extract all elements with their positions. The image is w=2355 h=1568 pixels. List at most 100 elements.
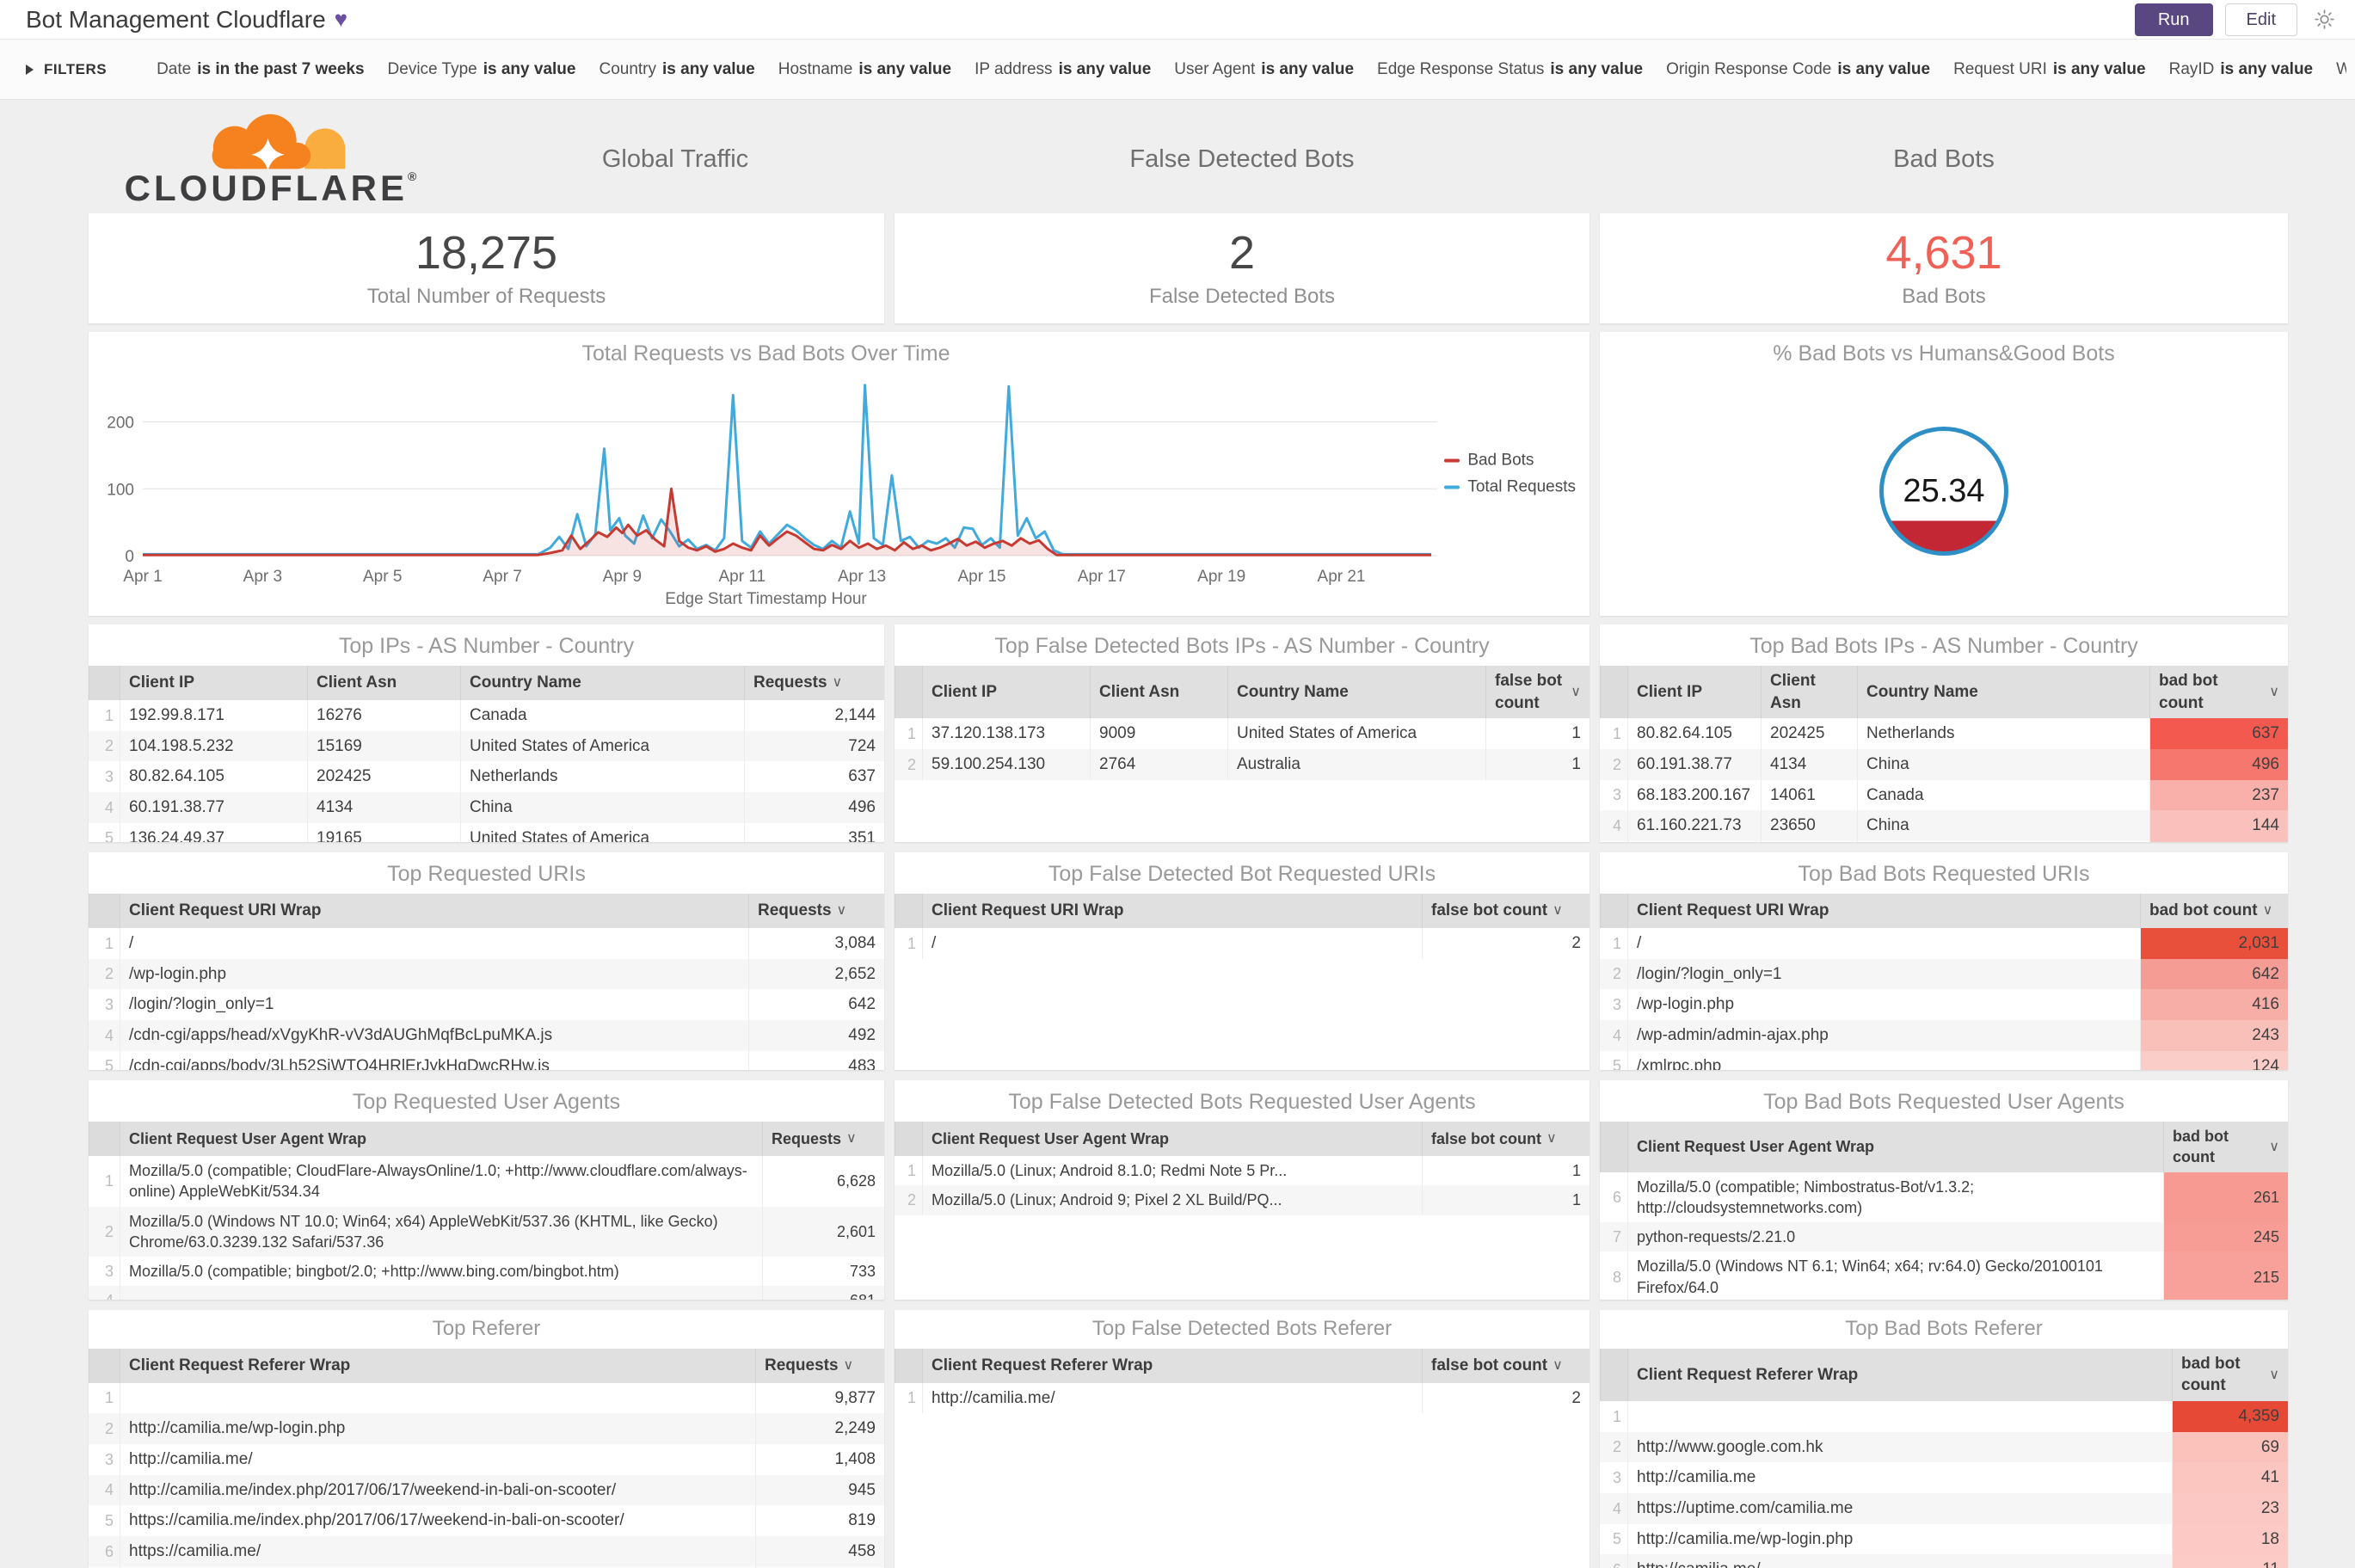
table-cell[interactable]: 4134 — [307, 791, 460, 823]
table-cell[interactable]: 261 — [2163, 1171, 2288, 1223]
column-header[interactable]: Client IP — [922, 666, 1090, 719]
table-cell[interactable]: http://camilia.me — [1627, 1462, 2172, 1493]
sort-caret-icon[interactable]: ∨ — [1571, 684, 1581, 699]
table-cell[interactable]: /wp-login.php — [120, 958, 748, 990]
table-cell[interactable]: http://camilia.me/index.php/2017/06/17/w… — [120, 1474, 755, 1506]
table-cell[interactable]: 23 — [2172, 1493, 2288, 1524]
table-cell[interactable]: 2,601 — [762, 1206, 884, 1257]
table-cell[interactable] — [1761, 840, 1857, 842]
table-cell[interactable]: China — [1857, 810, 2149, 841]
table-cell[interactable]: Mozilla/5.0 (Windows NT 10.0; Win64; x64… — [120, 1206, 762, 1257]
table-cell[interactable]: python-requests/2.21.0 — [1627, 1222, 2163, 1252]
filters-label[interactable]: FILTERS — [44, 60, 108, 77]
column-header[interactable]: bad bot count ∨ — [2149, 666, 2288, 719]
run-button[interactable]: Run — [2134, 3, 2213, 36]
filter-chip[interactable]: Request URI is any value — [1953, 60, 2146, 79]
column-header[interactable]: false bot count ∨ — [1422, 894, 1589, 928]
table-cell[interactable]: 724 — [744, 730, 884, 762]
table-cell[interactable]: 351 — [744, 822, 884, 842]
column-header[interactable]: Country Name — [1227, 666, 1485, 719]
column-header[interactable]: bad bot count ∨ — [2163, 1122, 2288, 1172]
column-header[interactable]: Client Request URI Wrap — [922, 894, 1422, 928]
filter-chip[interactable]: Device Type is any value — [388, 60, 576, 79]
sort-caret-icon[interactable]: ∨ — [843, 1358, 854, 1373]
table-cell[interactable]: 23650 — [1761, 810, 1857, 841]
table-cell[interactable]: 642 — [2140, 958, 2288, 990]
table-cell[interactable]: 2764 — [1090, 748, 1227, 780]
table-cell[interactable]: 1 — [1485, 718, 1589, 749]
column-header[interactable]: Client Request Referer Wrap — [1627, 1348, 2172, 1402]
table-cell[interactable]: 69 — [2172, 1431, 2288, 1463]
table-cell[interactable]: /wp-login.php — [1627, 989, 2140, 1020]
table-cell[interactable]: 41 — [2172, 1462, 2288, 1493]
table-cell[interactable]: 2,249 — [755, 1413, 884, 1445]
table-cell[interactable]: 15169 — [307, 730, 460, 762]
table-cell[interactable]: /cdn-cgi/apps/head/xVgyKhR-vV3dAUGhMqfBc… — [120, 1019, 748, 1051]
column-header[interactable]: bad bot count ∨ — [2140, 894, 2288, 928]
table-cell[interactable]: 80.82.64.105 — [1627, 718, 1761, 749]
column-header[interactable]: Client Request URI Wrap — [120, 894, 748, 928]
table-cell[interactable]: https://uptime.com/camilia.me — [1627, 1493, 2172, 1524]
timeseries-plot[interactable]: 0 100 200 Apr 1 Apr 3 Apr 5 Apr 7 Apr 9 Apr 11 Ap… — [95, 366, 1450, 592]
table-cell[interactable]: 637 — [744, 761, 884, 792]
sort-caret-icon[interactable]: ∨ — [1546, 1131, 1557, 1147]
column-header[interactable]: Requests ∨ — [762, 1122, 884, 1156]
filter-chip[interactable]: User Agent is any value — [1174, 60, 1354, 79]
table-cell[interactable]: 642 — [748, 989, 884, 1020]
table-cell[interactable]: /wp-admin/admin-ajax.php — [1627, 1019, 2140, 1051]
table-cell[interactable]: http://camilia.me/ — [1627, 1554, 2172, 1568]
kpi-bad-bots[interactable]: 4,631 Bad Bots — [1600, 213, 2288, 323]
column-header[interactable]: Requests ∨ — [755, 1348, 884, 1383]
table-cell[interactable]: 496 — [744, 791, 884, 823]
sort-caret-icon[interactable]: ∨ — [2262, 903, 2273, 919]
sort-caret-icon[interactable]: ∨ — [836, 903, 847, 919]
table-cell[interactable] — [120, 1382, 755, 1414]
table-cell[interactable]: /cdn-cgi/apps/body/3Lh52SjWTQ4HRlErJykHq… — [120, 1050, 748, 1070]
table-cell[interactable]: 681 — [762, 1286, 884, 1300]
table-cell[interactable]: 202425 — [1761, 718, 1857, 749]
table-cell[interactable]: 124 — [2140, 1050, 2288, 1070]
table-cell[interactable]: United States of America — [1227, 718, 1485, 749]
column-header[interactable]: Client Request User Agent Wrap — [120, 1122, 762, 1156]
column-header[interactable]: false bot count ∨ — [1422, 1122, 1589, 1156]
column-header[interactable]: Requests ∨ — [748, 894, 884, 928]
column-header[interactable]: Requests ∨ — [744, 666, 884, 700]
table-cell[interactable]: 61.160.221.73 — [1627, 810, 1761, 841]
chart-legend[interactable]: Bad Bots Total Requests — [1444, 444, 1576, 505]
kpi-false-detected-bots[interactable]: 2 False Detected Bots — [895, 213, 1589, 323]
column-header[interactable]: Client Request User Agent Wrap — [922, 1122, 1422, 1156]
table-cell[interactable]: 104.198.5.232 — [120, 730, 307, 762]
kpi-total-requests[interactable]: 18,275 Total Number of Requests — [89, 213, 884, 323]
table-cell[interactable]: Mozilla/5.0 (compatible; Nimbostratus-Bo… — [1627, 1171, 2163, 1223]
table-cell[interactable]: 1 — [1485, 748, 1589, 780]
column-header[interactable]: false bot count ∨ — [1422, 1348, 1589, 1383]
table-cell[interactable]: 416 — [2140, 989, 2288, 1020]
legend-item[interactable]: Bad Bots — [1444, 452, 1576, 470]
table-cell[interactable]: 637 — [2149, 718, 2288, 749]
table-cell[interactable]: http://camilia.me/ — [922, 1382, 1422, 1414]
table-cell[interactable]: 2,031 — [2140, 928, 2288, 959]
table-cell[interactable]: Canada — [1857, 779, 2149, 811]
table-cell[interactable] — [1627, 840, 1761, 842]
column-header[interactable]: bad bot count ∨ — [2172, 1348, 2288, 1402]
sort-caret-icon[interactable]: ∨ — [2269, 684, 2279, 699]
table-cell[interactable]: 492 — [748, 1019, 884, 1051]
column-header[interactable]: Client Request User Agent Wrap — [1627, 1122, 2163, 1172]
filter-chip[interactable]: Hostname is any value — [778, 60, 951, 79]
table-cell[interactable]: 9,877 — [755, 1382, 884, 1414]
table-cell[interactable]: http://camilia.me/ — [120, 1444, 755, 1475]
table-cell[interactable]: 3,084 — [748, 928, 884, 959]
table-cell[interactable]: / — [922, 928, 1422, 959]
table-cell[interactable]: 819 — [755, 1505, 884, 1536]
legend-item[interactable]: Total Requests — [1444, 478, 1576, 497]
table-cell[interactable]: 733 — [762, 1257, 884, 1287]
table-cell[interactable]: Mozilla/5.0 (Windows NT 6.1; Win64; x64;… — [1627, 1251, 2163, 1300]
filter-chip[interactable]: Country is any value — [599, 60, 754, 79]
table-cell[interactable]: 945 — [755, 1474, 884, 1506]
table-cell[interactable]: Mozilla/5.0 (Linux; Android 9; Pixel 2 X… — [922, 1185, 1422, 1215]
table-cell[interactable]: Canada — [460, 700, 744, 731]
table-cell[interactable]: 14061 — [1761, 779, 1857, 811]
table-cell[interactable]: 68.183.200.167 — [1627, 779, 1761, 811]
table-cell[interactable] — [1627, 1401, 2172, 1432]
table-cell[interactable]: 192.99.8.171 — [120, 700, 307, 731]
